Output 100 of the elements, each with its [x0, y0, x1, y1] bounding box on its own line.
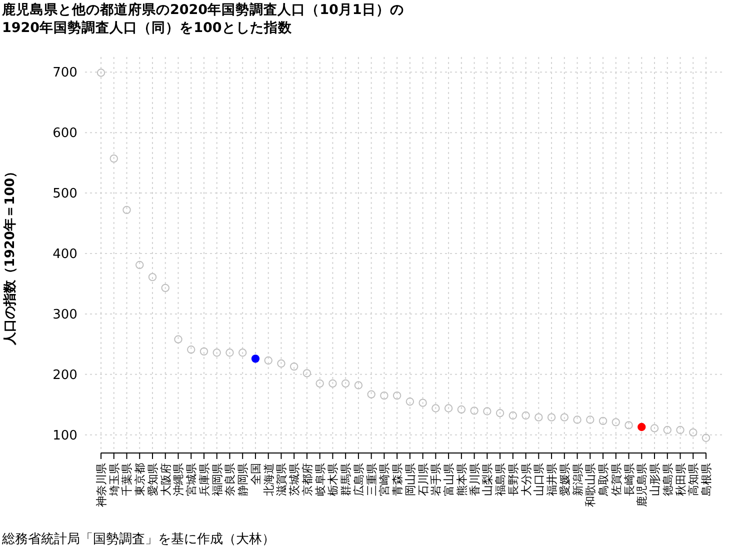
point — [689, 428, 698, 437]
x-tick-label: 鳥取県 — [597, 463, 610, 497]
x-tick-label: 岩手県 — [430, 463, 443, 496]
x-tick-label: 愛媛県 — [558, 463, 572, 496]
point — [650, 424, 659, 432]
x-tick-label: 富山県 — [442, 463, 456, 496]
point — [341, 379, 350, 388]
x-tick-label: 広島県 — [352, 463, 366, 496]
text: 総務省統計局「国勢調査」を基に作成（大林） — [1, 532, 275, 547]
x-tick-label: 愛知県 — [146, 463, 160, 496]
point — [367, 390, 376, 398]
point — [302, 369, 312, 378]
point — [380, 391, 388, 400]
x-tick-label: 熊本県 — [455, 463, 468, 496]
x-tick-label: 全国 — [249, 463, 262, 485]
x-tick-label: 和歌山県 — [584, 463, 598, 507]
x-tick-label: 長崎県 — [622, 463, 636, 496]
x-tick-label: 埼玉県 — [108, 463, 121, 497]
y-tick-label: 100 — [52, 428, 78, 444]
point — [702, 434, 710, 442]
x-tick-label: 群馬県 — [340, 463, 353, 496]
point — [418, 398, 427, 407]
point — [586, 416, 594, 424]
point — [277, 359, 286, 368]
x-tick-label: 高知県 — [687, 463, 700, 496]
y-tick-label: 200 — [52, 368, 78, 383]
chart-title: 鹿児島県と他の都道府県の2020年国勢調査人口（10月1日）の 1920年国勢調査人口（同）を100とした指数 — [1, 1, 404, 36]
point — [238, 348, 247, 357]
y-tick-label: 400 — [52, 247, 78, 262]
x-tick-label: 滋賀県 — [275, 463, 288, 496]
x-tick-label: 島根県 — [700, 463, 713, 496]
point — [328, 379, 337, 388]
point — [110, 154, 118, 163]
x-tick-label: 京都府 — [300, 463, 314, 496]
point — [187, 346, 196, 354]
x-tick-label: 茨城県 — [288, 463, 302, 496]
point — [148, 272, 157, 282]
x-tick-label: 神奈川県 — [95, 463, 108, 507]
point — [161, 284, 170, 292]
point — [226, 348, 234, 357]
point — [136, 260, 144, 270]
point — [406, 398, 414, 406]
y-tick-label: 600 — [52, 126, 78, 142]
x-tick-label: 佐賀県 — [610, 463, 623, 496]
point — [200, 347, 208, 356]
x-tick-label: 福島県 — [494, 463, 508, 496]
x-tick-label: 大阪府 — [159, 463, 172, 496]
x-tick-label: 青森県 — [391, 463, 404, 496]
x-tick-label: 千葉県 — [120, 463, 134, 496]
x-tick-label: 山形県 — [648, 463, 662, 496]
y-tick-label: 700 — [52, 66, 78, 81]
x-tick-label: 大分県 — [520, 463, 533, 496]
x-tick-label: 山梨県 — [481, 463, 494, 496]
point — [212, 348, 221, 357]
point — [598, 416, 608, 426]
point — [522, 411, 530, 420]
point — [573, 416, 582, 424]
x-tick-label: 新潟県 — [571, 463, 584, 496]
x-tick-label: 石川県 — [416, 463, 430, 496]
x-tick-label: 奈良県 — [224, 463, 237, 496]
point — [638, 422, 646, 432]
point — [547, 413, 556, 422]
point — [444, 404, 453, 412]
point — [560, 413, 569, 422]
x-tick-label: 香川県 — [468, 463, 482, 496]
x-tick-label: 長野県 — [506, 463, 520, 496]
point — [676, 426, 684, 434]
x-tick-label: 福岡県 — [210, 463, 224, 496]
x-tick-label: 沖縄県 — [172, 463, 186, 496]
y-axis-title: 人口の指数（1920年＝100） — [3, 164, 18, 346]
x-tick-label: 兵庫県 — [198, 463, 211, 496]
x-tick-label: 栃木県 — [326, 463, 340, 496]
x-tick-label: 静岡県 — [236, 463, 250, 496]
point — [392, 391, 402, 400]
x-tick-label: 岐阜県 — [314, 463, 327, 496]
x-tick-label: 宮崎県 — [378, 463, 392, 496]
y-tick-label: 300 — [52, 307, 78, 322]
x-tick-label: 徳島県 — [661, 463, 674, 496]
x-tick-label: 北海道 — [262, 463, 276, 496]
x-tick-label: 三重県 — [365, 463, 378, 496]
point — [508, 411, 518, 420]
point — [470, 406, 478, 415]
point — [457, 405, 466, 414]
x-tick-label: 秋田県 — [674, 463, 688, 496]
point — [432, 404, 440, 412]
x-tick-label: 宮城県 — [185, 463, 198, 496]
x-tick-label: 岡山県 — [404, 463, 417, 496]
point — [496, 409, 504, 418]
point — [624, 421, 633, 430]
x-tick-label: 東京都 — [134, 463, 147, 496]
point — [483, 407, 492, 416]
x-tick-label: 福井県 — [546, 463, 559, 496]
x-tick-label: 山口県 — [532, 463, 546, 496]
point — [663, 426, 672, 434]
point — [122, 206, 131, 214]
point — [316, 379, 324, 388]
point — [174, 335, 182, 344]
x-tick-label: 鹿児島県 — [636, 463, 649, 507]
point — [354, 381, 363, 390]
point — [251, 354, 260, 363]
